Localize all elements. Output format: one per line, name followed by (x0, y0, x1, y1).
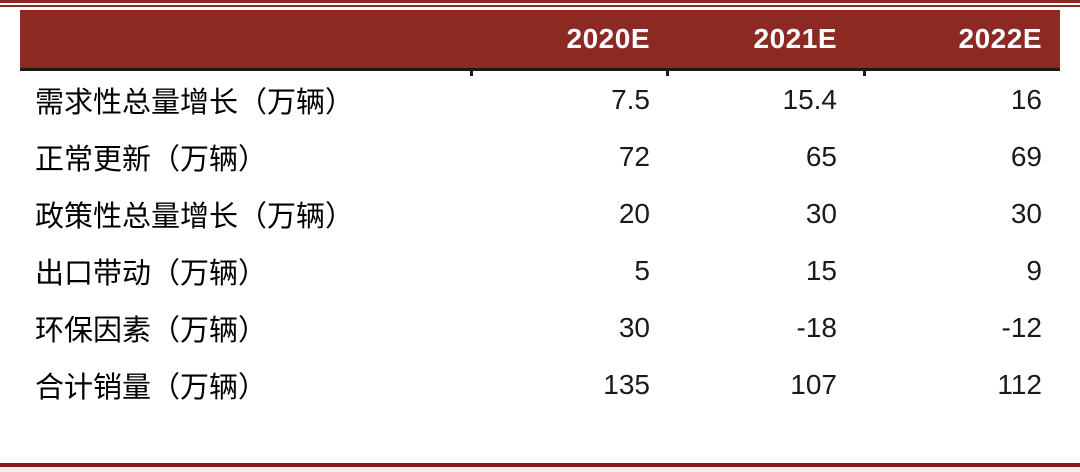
column-divider-tick (666, 71, 669, 76)
column-divider-tick (863, 71, 866, 76)
header-2021e: 2021E (753, 23, 837, 54)
row-label: 政策性总量增长（万辆） (35, 200, 355, 233)
cell-value: 30 (1010, 197, 1042, 229)
cell-value: 65 (805, 140, 837, 172)
table-row: 政策性总量增长（万辆） 20 30 30 (20, 185, 1060, 242)
cell-value: 16 (1010, 83, 1042, 115)
cell-value: 15.4 (782, 83, 838, 115)
row-label: 环保因素（万辆） (35, 314, 268, 347)
cell-value: -18 (796, 311, 837, 343)
cell-value: 7.5 (611, 83, 650, 115)
table-row: 需求性总量增长（万辆） 7.5 15.4 16 (20, 71, 1060, 128)
sales-forecast-table: 2020E 2021E 2022E 需求性总量增长（万辆） 7.5 15.4 1… (20, 10, 1060, 413)
table-row: 环保因素（万辆） 30 -18 -12 (20, 299, 1060, 356)
header-2022e: 2022E (958, 23, 1042, 54)
row-label: 需求性总量增长（万辆） (35, 86, 355, 119)
table-row: 出口带动（万辆） 5 15 9 (20, 242, 1060, 299)
header-2020e: 2020E (566, 23, 650, 54)
top-rule-outer (0, 0, 1080, 3)
row-label: 出口带动（万辆） (35, 257, 268, 290)
row-label: 正常更新（万辆） (35, 143, 268, 176)
cell-value: 15 (805, 254, 837, 286)
table-row: 正常更新（万辆） 72 65 69 (20, 128, 1060, 185)
cell-value: -12 (1001, 311, 1042, 343)
cell-value: 112 (997, 368, 1042, 400)
column-divider-tick (470, 71, 473, 76)
table-header-row: 2020E 2021E 2022E (20, 10, 1060, 71)
cell-value: 9 (1026, 254, 1042, 286)
row-label: 合计销量（万辆） (35, 371, 268, 404)
cell-value: 5 (634, 254, 650, 286)
cell-value: 30 (805, 197, 837, 229)
top-rule-inner (0, 5, 1080, 7)
cell-value: 135 (603, 368, 650, 400)
table-body: 需求性总量增长（万辆） 7.5 15.4 16 正常更新（万辆） 72 65 6… (20, 71, 1060, 413)
cell-value: 72 (618, 140, 650, 172)
bottom-edge-band (0, 467, 1080, 472)
cell-value: 30 (618, 311, 650, 343)
cell-value: 20 (618, 197, 650, 229)
cell-value: 107 (790, 368, 837, 400)
table-row: 合计销量（万辆） 135 107 112 (20, 356, 1060, 413)
bottom-rule (0, 463, 1080, 467)
cell-value: 69 (1010, 140, 1042, 172)
